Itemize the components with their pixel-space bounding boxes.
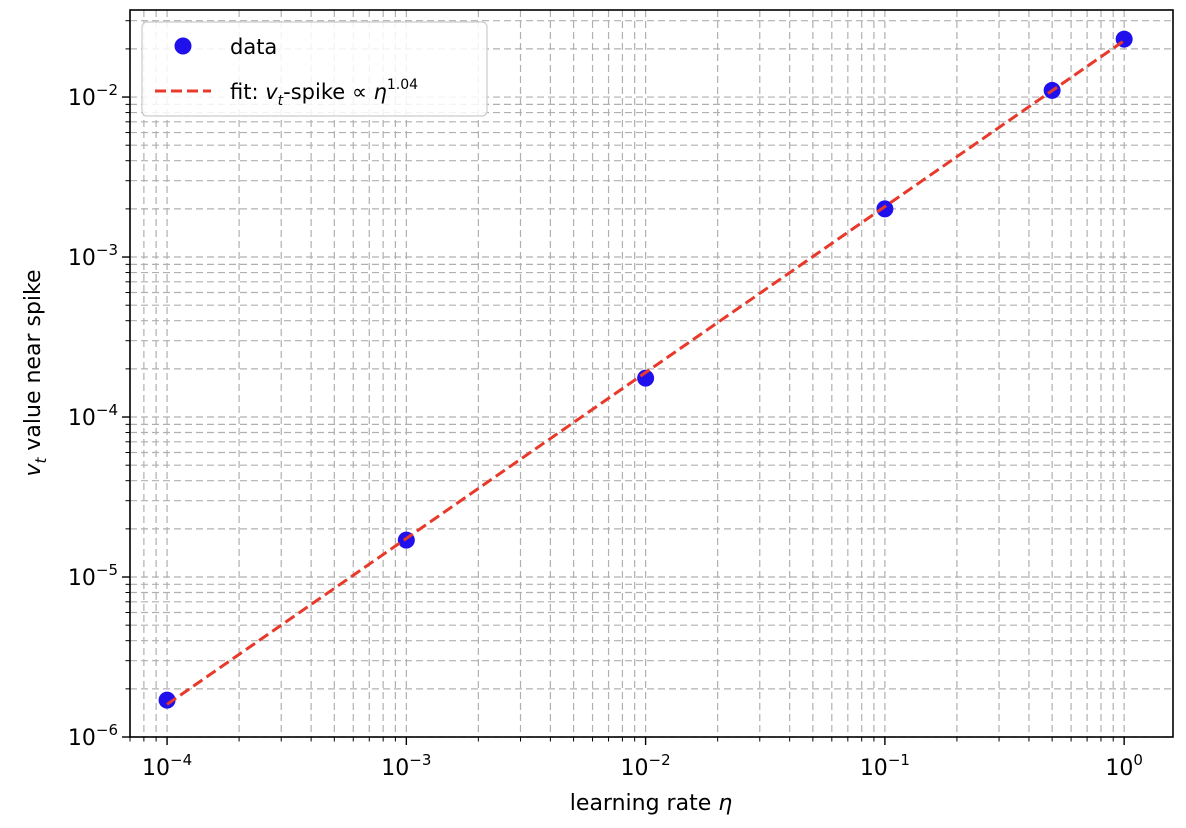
y-axis-label-rest: value near spike xyxy=(21,269,46,457)
x-tick-label: 10−1 xyxy=(860,751,910,781)
grid xyxy=(129,10,1173,738)
x-tick-base: 10 xyxy=(381,756,409,781)
y-tick-base: 10 xyxy=(68,566,96,591)
x-axis-label-symbol: η xyxy=(718,791,732,816)
x-tick-exponent: −4 xyxy=(170,751,192,769)
y-tick-label: 10−2 xyxy=(68,81,118,111)
legend-fit-symbol: η xyxy=(374,80,387,104)
y-tick-label: 10−5 xyxy=(68,561,118,591)
y-axis-label-sub: t xyxy=(32,456,50,463)
x-tick-exponent: −3 xyxy=(409,751,431,769)
x-tick-exponent: −2 xyxy=(649,751,671,769)
y-tick-label: 10−3 xyxy=(68,241,118,271)
x-tick-label: 10−4 xyxy=(142,751,192,781)
data-point xyxy=(158,691,176,709)
x-tick-label: 100 xyxy=(1105,751,1143,781)
legend: data fit: vt-spike ∝ η1.04 xyxy=(141,21,488,117)
y-tick-exponent: −3 xyxy=(96,241,118,259)
legend-box xyxy=(141,21,488,117)
x-axis-label: learning rate η xyxy=(570,791,732,816)
legend-fit-sub: t xyxy=(278,93,284,109)
plot-area xyxy=(158,30,1133,709)
y-tick-base: 10 xyxy=(68,246,96,271)
legend-fit-var: v xyxy=(265,80,278,104)
x-axis-label-text: learning rate xyxy=(570,791,718,816)
x-tick-base: 10 xyxy=(1105,756,1133,781)
legend-fit-exp: 1.04 xyxy=(387,77,418,93)
x-tick-exponent: 0 xyxy=(1133,751,1143,769)
legend-fit-mid: -spike ∝ xyxy=(283,80,373,104)
x-tick-base: 10 xyxy=(860,756,888,781)
y-tick-base: 10 xyxy=(68,86,96,111)
y-tick-base: 10 xyxy=(68,726,96,751)
x-tick-label: 10−2 xyxy=(621,751,671,781)
y-tick-label: 10−4 xyxy=(68,401,118,431)
y-tick-label: 10−6 xyxy=(68,721,118,751)
legend-fit-prefix: fit: xyxy=(230,80,265,104)
data-point xyxy=(876,200,894,218)
y-axis-label: vt value near spike xyxy=(21,269,50,476)
x-tick-base: 10 xyxy=(142,756,170,781)
y-tick-exponent: −5 xyxy=(96,561,118,579)
fit-line xyxy=(166,39,1126,706)
x-tick-exponent: −1 xyxy=(888,751,910,769)
x-tick-base: 10 xyxy=(621,756,649,781)
plot-frame xyxy=(129,9,1174,738)
y-tick-exponent: −6 xyxy=(96,721,118,739)
legend-marker-data xyxy=(174,37,192,55)
y-axis-label-var: v xyxy=(21,463,46,477)
x-tick-label: 10−3 xyxy=(381,751,431,781)
y-tick-exponent: −2 xyxy=(96,81,118,99)
legend-label-fit: fit: vt-spike ∝ η1.04 xyxy=(230,77,418,109)
legend-label-data: data xyxy=(230,35,277,59)
y-tick-exponent: −4 xyxy=(96,401,118,419)
y-tick-base: 10 xyxy=(68,406,96,431)
